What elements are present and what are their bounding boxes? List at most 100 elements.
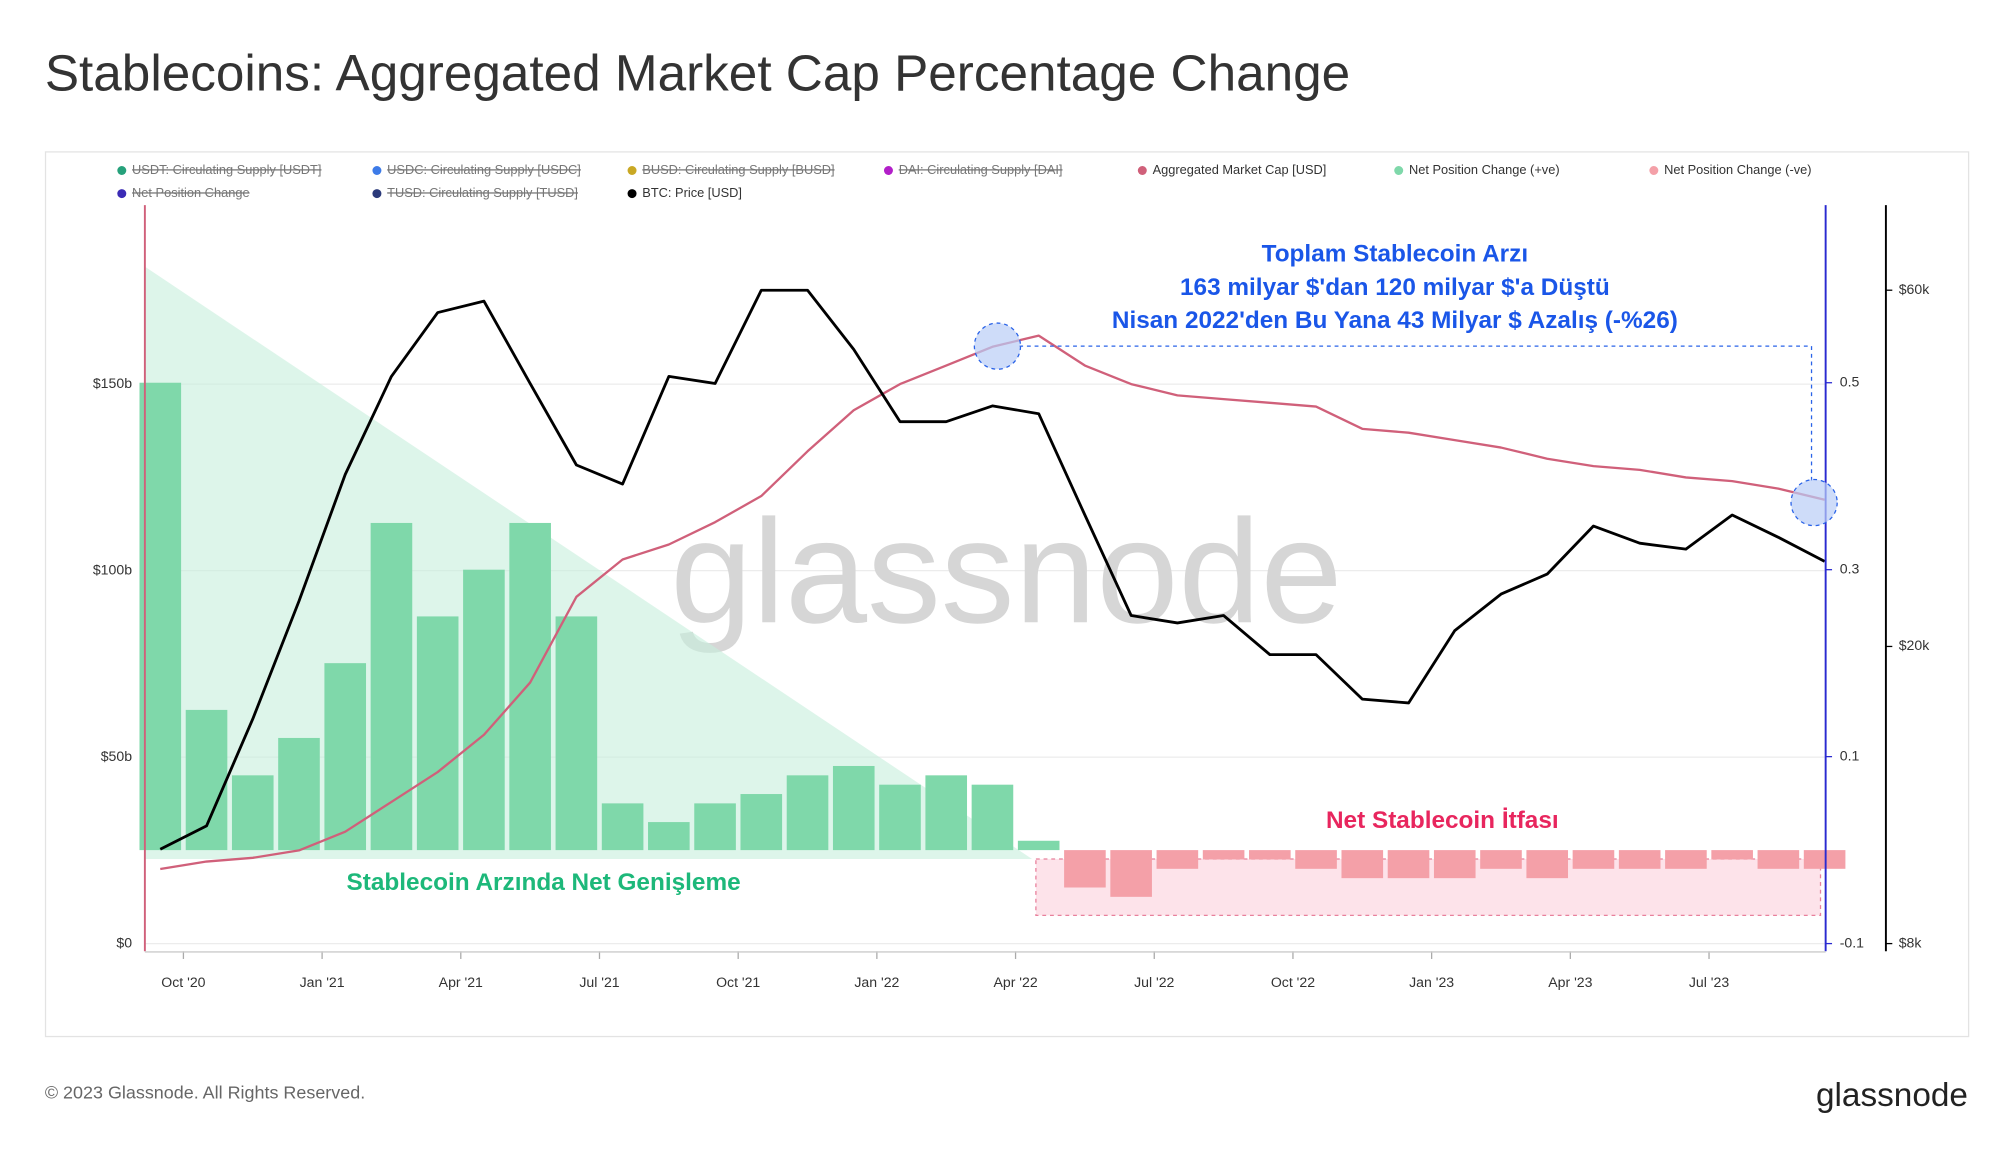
legend-marker bbox=[627, 166, 637, 175]
x-tick-label: Oct '20 bbox=[161, 974, 205, 990]
y2-tick-label: 0.3 bbox=[1840, 560, 1860, 576]
bar bbox=[463, 569, 505, 851]
x-tick-label: Jul '23 bbox=[1689, 974, 1729, 990]
bar bbox=[786, 775, 829, 851]
x-tick-label: Jan '21 bbox=[300, 974, 345, 990]
bar bbox=[139, 382, 182, 851]
legend-marker bbox=[372, 166, 382, 175]
y-tick-label: $0 bbox=[116, 934, 132, 950]
legend-label: Aggregated Market Cap [USD] bbox=[1153, 162, 1327, 177]
bar bbox=[601, 803, 644, 851]
annotation: Net Stablecoin İtfası bbox=[1326, 807, 1559, 834]
annotation: Toplam Stablecoin Arzı bbox=[1262, 241, 1528, 268]
legend-marker bbox=[883, 166, 893, 175]
bar bbox=[278, 737, 320, 851]
bar bbox=[185, 709, 228, 851]
bar bbox=[555, 616, 598, 851]
x-tick-label: Jul '21 bbox=[579, 974, 619, 990]
bar bbox=[1110, 850, 1152, 897]
x-tick-label: Apr '21 bbox=[439, 974, 483, 990]
annotation: Nisan 2022'den Bu Yana 43 Milyar $ Azalı… bbox=[1112, 307, 1678, 334]
y3-tick-label: $60k bbox=[1899, 281, 1931, 297]
bar bbox=[509, 522, 551, 851]
legend-marker bbox=[117, 166, 127, 175]
bar bbox=[879, 784, 921, 851]
bar bbox=[231, 775, 274, 851]
start-marker bbox=[973, 322, 1022, 370]
bar bbox=[324, 663, 367, 851]
bar bbox=[832, 765, 875, 851]
bar bbox=[1618, 850, 1661, 869]
marks bbox=[139, 288, 1846, 897]
y3-tick-label: $8k bbox=[1899, 934, 1923, 950]
x-tick-label: Jan '22 bbox=[854, 974, 899, 990]
x-tick-label: Apr '23 bbox=[1548, 974, 1592, 990]
legend-marker bbox=[117, 189, 127, 199]
bar bbox=[1665, 850, 1707, 869]
expansion-area bbox=[144, 266, 1033, 859]
bar bbox=[1017, 840, 1060, 851]
bar bbox=[1433, 850, 1476, 879]
footer: © 2023 Glassnode. All Rights Reserved. bbox=[45, 1082, 365, 1102]
legend-label: Net Position Change (-ve) bbox=[1664, 162, 1811, 177]
bar bbox=[1387, 850, 1430, 879]
legend-label: Net Position Change (+ve) bbox=[1409, 162, 1560, 177]
legend-marker bbox=[372, 189, 382, 199]
bar bbox=[1341, 850, 1384, 879]
watermark: glassnode bbox=[670, 490, 1342, 654]
y2-tick-label: 0.1 bbox=[1840, 747, 1860, 763]
legend: USDT: Circulating Supply [USDT] USDC: Cir… bbox=[117, 162, 1812, 200]
annotation: Stablecoin Arzında Net Genişleme bbox=[347, 869, 741, 896]
grid: $0 $50b $100b $150b -0.1 0.1 0.3 0.5 $8k $20k $60k… bbox=[93, 281, 1930, 990]
annotation: 163 milyar $'dan 120 milyar $'a Düştü bbox=[1180, 274, 1610, 301]
bar bbox=[925, 775, 968, 851]
bar bbox=[1249, 850, 1291, 860]
bar bbox=[1757, 850, 1800, 869]
y-tick-label: $100b bbox=[93, 561, 132, 577]
bar bbox=[416, 616, 459, 851]
legend-label: USDT: Circulating Supply [USDT] bbox=[132, 162, 321, 177]
chart-title: Stablecoins: Aggregated Market Cap Perce… bbox=[45, 44, 1350, 101]
chart-frame bbox=[44, 151, 1970, 1038]
y-tick-label: $150b bbox=[93, 375, 132, 391]
legend-label: BUSD: Circulating Supply [BUSD] bbox=[642, 162, 834, 177]
x-tick-label: Jan '23 bbox=[1409, 974, 1454, 990]
bar bbox=[1572, 850, 1615, 869]
x-tick-label: Oct '21 bbox=[716, 974, 760, 990]
logo: glassnode bbox=[1816, 1077, 1968, 1114]
bar bbox=[1480, 850, 1522, 869]
line bbox=[159, 288, 1826, 851]
legend-label: TUSD: Circulating Supply [TUSD] bbox=[387, 185, 578, 200]
end-marker bbox=[1790, 478, 1838, 527]
bar bbox=[1064, 850, 1106, 888]
x-tick-label: Apr '22 bbox=[993, 974, 1037, 990]
legend-marker bbox=[627, 189, 637, 199]
legend-marker bbox=[1137, 166, 1147, 175]
x-tick-label: Oct '22 bbox=[1271, 974, 1315, 990]
y2-tick-label: 0.5 bbox=[1840, 373, 1860, 389]
bar bbox=[694, 803, 736, 851]
bar bbox=[1711, 850, 1753, 860]
legend-label: BTC: Price [USD] bbox=[642, 185, 742, 200]
bar bbox=[370, 522, 413, 851]
legend-marker bbox=[1394, 166, 1404, 175]
legend-label: DAI: Circulating Supply [DAI] bbox=[899, 162, 1063, 177]
bar bbox=[1295, 850, 1337, 869]
bar bbox=[971, 784, 1014, 851]
bar bbox=[648, 822, 690, 851]
bar bbox=[1803, 850, 1846, 869]
bar bbox=[1526, 850, 1569, 879]
legend-label: Net Position Change bbox=[132, 185, 250, 200]
y3-tick-label: $20k bbox=[1899, 637, 1931, 653]
bar bbox=[1156, 850, 1199, 869]
bar bbox=[1202, 850, 1245, 860]
legend-label: USDC: Circulating Supply [USDC] bbox=[387, 162, 581, 177]
legend-marker bbox=[1649, 166, 1659, 175]
y2-tick-label: -0.1 bbox=[1840, 934, 1864, 950]
x-tick-label: Jul '22 bbox=[1134, 974, 1174, 990]
y-tick-label: $50b bbox=[101, 748, 133, 764]
bar bbox=[740, 794, 783, 851]
drop-guide bbox=[1019, 345, 1813, 483]
